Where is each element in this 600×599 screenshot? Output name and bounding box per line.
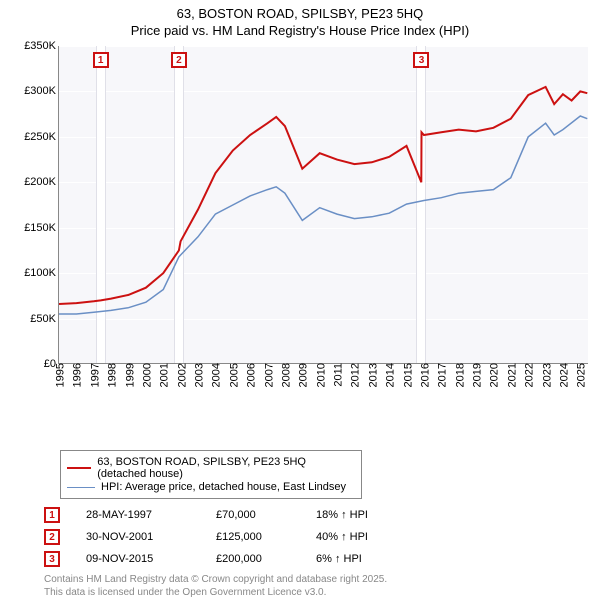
transaction-row: 2 30-NOV-2001£125,00040% ↑ HPI <box>44 529 590 545</box>
sale-marker-3: 3 <box>413 52 429 68</box>
transaction-date: 30-NOV-2001 <box>86 531 216 543</box>
xtick-label: 2000 <box>138 363 153 387</box>
legend-swatch <box>67 467 91 469</box>
series-svg <box>59 46 589 364</box>
xtick-label: 2019 <box>469 363 484 387</box>
transaction-price: £125,000 <box>216 531 316 543</box>
plot-area: £0£50K£100K£150K£200K£250K£300K£350K1995… <box>58 46 588 364</box>
title-address: 63, BOSTON ROAD, SPILSBY, PE23 5HQ <box>0 6 600 21</box>
series-price_paid <box>59 87 587 304</box>
xtick-label: 1995 <box>52 363 67 387</box>
footer-attribution: Contains HM Land Registry data © Crown c… <box>44 573 590 599</box>
legend-row: 63, BOSTON ROAD, SPILSBY, PE23 5HQ (deta… <box>67 456 355 480</box>
ytick-label: £150K <box>24 222 59 234</box>
xtick-label: 2012 <box>347 363 362 387</box>
xtick-label: 2018 <box>451 363 466 387</box>
xtick-label: 1996 <box>69 363 84 387</box>
xtick-label: 2007 <box>260 363 275 387</box>
chart-title-block: 63, BOSTON ROAD, SPILSBY, PE23 5HQ Price… <box>0 0 600 38</box>
xtick-label: 2009 <box>295 363 310 387</box>
xtick-label: 2013 <box>364 363 379 387</box>
transaction-date: 09-NOV-2015 <box>86 553 216 565</box>
legend-label: HPI: Average price, detached house, East… <box>101 481 346 493</box>
footer-line1: Contains HM Land Registry data © Crown c… <box>44 573 590 586</box>
transaction-row: 1 28-MAY-1997£70,00018% ↑ HPI <box>44 507 590 523</box>
transaction-row: 3 09-NOV-2015£200,0006% ↑ HPI <box>44 551 590 567</box>
xtick-label: 1997 <box>86 363 101 387</box>
ytick-label: £250K <box>24 131 59 143</box>
xtick-label: 2021 <box>503 363 518 387</box>
sale-marker-1: 1 <box>93 52 109 68</box>
transactions-table: 1 28-MAY-1997£70,00018% ↑ HPI 2 30-NOV-2001… <box>44 507 590 567</box>
transaction-price: £200,000 <box>216 553 316 565</box>
xtick-label: 2017 <box>434 363 449 387</box>
transaction-delta: 40% ↑ HPI <box>316 531 396 543</box>
ytick-label: £350K <box>24 40 59 52</box>
transaction-marker: 2 <box>44 529 60 545</box>
xtick-label: 2024 <box>555 363 570 387</box>
xtick-label: 2023 <box>538 363 553 387</box>
xtick-label: 2016 <box>416 363 431 387</box>
transaction-date: 28-MAY-1997 <box>86 509 216 521</box>
sale-marker-2: 2 <box>171 52 187 68</box>
ytick-label: £200K <box>24 176 59 188</box>
transaction-marker: 1 <box>44 507 60 523</box>
xtick-label: 2001 <box>156 363 171 387</box>
title-subtitle: Price paid vs. HM Land Registry's House … <box>0 23 600 38</box>
transaction-price: £70,000 <box>216 509 316 521</box>
xtick-label: 2020 <box>486 363 501 387</box>
ytick-label: £300K <box>24 85 59 97</box>
chart: £0£50K£100K£150K£200K£250K£300K£350K1995… <box>20 44 590 414</box>
footer-line2: This data is licensed under the Open Gov… <box>44 586 590 599</box>
xtick-label: 2004 <box>208 363 223 387</box>
xtick-label: 2005 <box>225 363 240 387</box>
xtick-label: 2008 <box>277 363 292 387</box>
xtick-label: 1998 <box>104 363 119 387</box>
xtick-label: 2003 <box>191 363 206 387</box>
xtick-label: 2006 <box>243 363 258 387</box>
ytick-label: £50K <box>30 313 59 325</box>
xtick-label: 2011 <box>330 363 345 387</box>
xtick-label: 2014 <box>382 363 397 387</box>
series-hpi <box>59 116 587 314</box>
xtick-label: 2015 <box>399 363 414 387</box>
legend-row: HPI: Average price, detached house, East… <box>67 481 355 493</box>
transaction-marker: 3 <box>44 551 60 567</box>
transaction-delta: 18% ↑ HPI <box>316 509 396 521</box>
ytick-label: £100K <box>24 267 59 279</box>
transaction-delta: 6% ↑ HPI <box>316 553 396 565</box>
xtick-label: 1999 <box>121 363 136 387</box>
legend: 63, BOSTON ROAD, SPILSBY, PE23 5HQ (deta… <box>60 450 362 499</box>
xtick-label: 2002 <box>173 363 188 387</box>
xtick-label: 2025 <box>573 363 588 387</box>
xtick-label: 2010 <box>312 363 327 387</box>
xtick-label: 2022 <box>521 363 536 387</box>
legend-swatch <box>67 487 95 488</box>
legend-label: 63, BOSTON ROAD, SPILSBY, PE23 5HQ (deta… <box>97 456 355 480</box>
